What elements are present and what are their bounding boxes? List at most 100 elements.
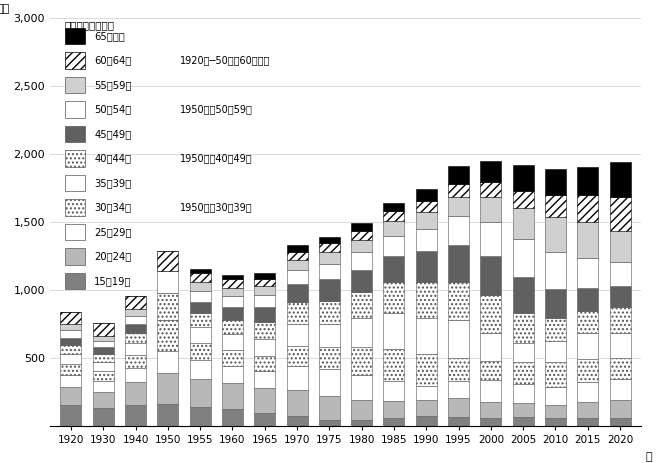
Bar bbox=[222, 366, 243, 383]
Bar bbox=[92, 347, 113, 354]
Text: 25～29歳: 25～29歳 bbox=[94, 227, 132, 237]
Bar bbox=[609, 379, 630, 400]
Bar bbox=[448, 381, 469, 398]
Bar bbox=[92, 371, 113, 382]
Bar bbox=[255, 322, 276, 338]
Bar bbox=[92, 323, 113, 336]
Bar bbox=[190, 327, 211, 343]
Bar bbox=[545, 405, 566, 418]
Bar bbox=[190, 273, 211, 282]
Bar bbox=[545, 341, 566, 362]
Bar bbox=[512, 208, 533, 239]
Bar bbox=[384, 221, 405, 236]
Bar bbox=[157, 319, 178, 351]
FancyBboxPatch shape bbox=[65, 28, 85, 44]
Bar bbox=[512, 313, 533, 343]
Bar bbox=[545, 289, 566, 318]
Bar bbox=[448, 196, 469, 216]
Bar bbox=[609, 333, 630, 358]
Bar bbox=[416, 400, 437, 416]
Bar bbox=[448, 282, 469, 320]
Bar bbox=[351, 419, 372, 425]
Bar bbox=[190, 291, 211, 302]
Bar bbox=[416, 200, 437, 212]
Bar bbox=[222, 280, 243, 288]
Bar bbox=[448, 216, 469, 245]
Text: 30～34歳: 30～34歳 bbox=[94, 202, 131, 213]
Bar bbox=[60, 375, 81, 387]
Bar bbox=[255, 388, 276, 413]
Bar bbox=[480, 196, 501, 222]
Bar bbox=[609, 286, 630, 307]
Bar bbox=[92, 392, 113, 408]
Bar bbox=[190, 343, 211, 360]
Bar bbox=[448, 398, 469, 417]
Bar bbox=[60, 354, 81, 364]
Bar bbox=[351, 223, 372, 231]
Bar bbox=[222, 296, 243, 307]
Bar bbox=[92, 341, 113, 347]
Bar bbox=[92, 408, 113, 425]
Bar bbox=[287, 251, 308, 260]
Bar bbox=[157, 404, 178, 425]
Bar bbox=[480, 380, 501, 402]
Bar bbox=[125, 368, 146, 382]
Bar bbox=[60, 331, 81, 338]
Bar bbox=[190, 407, 211, 425]
Bar bbox=[190, 269, 211, 273]
Bar bbox=[577, 258, 598, 288]
Bar bbox=[512, 277, 533, 313]
Bar bbox=[577, 332, 598, 359]
FancyBboxPatch shape bbox=[65, 77, 85, 93]
Bar bbox=[416, 189, 437, 200]
Bar bbox=[384, 203, 405, 211]
Bar bbox=[384, 381, 405, 400]
Bar bbox=[255, 338, 276, 356]
Bar bbox=[287, 346, 308, 366]
Bar bbox=[416, 251, 437, 282]
Bar bbox=[351, 231, 372, 240]
Bar bbox=[157, 251, 178, 271]
Bar bbox=[125, 324, 146, 332]
Bar bbox=[319, 264, 340, 280]
Bar bbox=[125, 405, 146, 425]
Bar bbox=[577, 288, 598, 311]
Text: 40～44歳: 40～44歳 bbox=[94, 153, 131, 163]
Bar bbox=[60, 312, 81, 325]
Bar bbox=[287, 302, 308, 324]
Text: 15～19歳: 15～19歳 bbox=[94, 276, 132, 286]
Text: 女性　上から順に: 女性 上から順に bbox=[65, 20, 115, 30]
Bar bbox=[319, 280, 340, 300]
Bar bbox=[351, 293, 372, 318]
Bar bbox=[287, 245, 308, 251]
Bar bbox=[287, 260, 308, 270]
Bar bbox=[125, 332, 146, 343]
Bar bbox=[319, 244, 340, 252]
Bar bbox=[480, 295, 501, 332]
Bar bbox=[92, 382, 113, 392]
Bar bbox=[448, 320, 469, 358]
Bar bbox=[384, 282, 405, 313]
Bar bbox=[60, 345, 81, 354]
FancyBboxPatch shape bbox=[65, 150, 85, 167]
Text: 50～54歳: 50～54歳 bbox=[94, 105, 131, 114]
Text: 年: 年 bbox=[646, 452, 653, 462]
Bar bbox=[287, 270, 308, 283]
Bar bbox=[255, 295, 276, 307]
Text: 20～24歳: 20～24歳 bbox=[94, 251, 131, 262]
Bar bbox=[609, 262, 630, 286]
Bar bbox=[512, 239, 533, 277]
Bar bbox=[416, 212, 437, 229]
Bar bbox=[287, 416, 308, 425]
Bar bbox=[448, 166, 469, 184]
Bar bbox=[125, 355, 146, 368]
Bar bbox=[351, 252, 372, 270]
Bar bbox=[255, 356, 276, 371]
Bar bbox=[384, 211, 405, 221]
Bar bbox=[448, 184, 469, 196]
Bar bbox=[255, 371, 276, 388]
Bar bbox=[60, 405, 81, 425]
Bar bbox=[609, 358, 630, 379]
Bar bbox=[512, 363, 533, 384]
Bar bbox=[351, 347, 372, 375]
